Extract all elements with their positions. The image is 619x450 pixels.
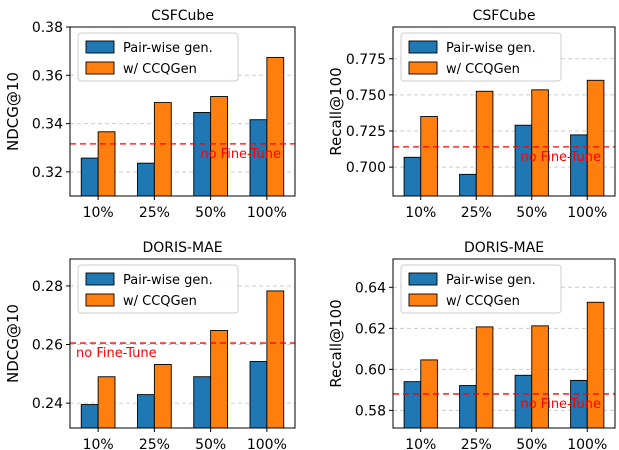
chart-title: DORIS-MAE <box>142 240 222 256</box>
bar-ccqgen-25pct <box>153 102 172 197</box>
x-tick-label: 25% <box>461 205 492 221</box>
legend-box <box>77 32 239 82</box>
reference-line-label: no Fine-Tune <box>76 346 157 361</box>
y-tick-label: 0.60 <box>355 362 386 378</box>
x-tick-label: 10% <box>405 205 436 221</box>
bar-pairwise-10pct <box>80 404 99 429</box>
legend-swatch-pairwise <box>408 40 438 54</box>
legend-label-ccqgen: w/ CCQGen <box>446 62 520 77</box>
bar-pairwise-50pct <box>193 376 212 429</box>
bar-ccqgen-50pct <box>531 325 549 429</box>
chart-panel-4: 10% 25% 50% 100% no Fine-Tune 0.58 0.60 0.62 0.6… <box>327 240 616 450</box>
y-tick-label: 0.725 <box>346 124 386 140</box>
y-tick-label: 0.24 <box>32 396 63 412</box>
chart-title: CSFCube <box>473 8 536 24</box>
legend-swatch-ccqgen <box>408 293 438 307</box>
reference-line-label: no Fine-Tune <box>200 147 281 162</box>
y-tick-label: 0.32 <box>32 165 63 181</box>
chart-panel-1: 10% 25% 50% 100% no Fine-Tune 0.32 0.34 0.36 0.3… <box>4 8 296 221</box>
y-axis-label: NDCG@10 <box>4 72 22 151</box>
plot-frame <box>392 26 616 197</box>
bar-ccqgen-25pct <box>475 326 494 429</box>
bar-ccqgen-10pct <box>97 376 116 429</box>
chart-panel-2: 10% 25% 50% 100% no Fine-Tune 0.700 0.725 0.750… <box>327 8 616 221</box>
bar-ccqgen-25pct <box>475 90 494 197</box>
x-tick-label: 10% <box>83 205 114 221</box>
chart-title: DORIS-MAE <box>464 240 544 256</box>
x-tick-label: 100% <box>567 437 607 450</box>
legend-label-ccqgen: w/ CCQGen <box>446 294 520 309</box>
bar-pairwise-25pct <box>137 394 155 429</box>
legend-swatch-ccqgen <box>408 61 438 75</box>
legend-swatch-pairwise <box>408 272 438 286</box>
bar-ccqgen-10pct <box>420 116 438 197</box>
legend-swatch-ccqgen <box>85 61 115 75</box>
bar-ccqgen-100pct <box>266 290 285 429</box>
y-tick-label: 0.700 <box>346 160 386 176</box>
y-tick-label: 0.58 <box>355 403 386 419</box>
bar-pairwise-25pct <box>459 173 477 197</box>
bar-pairwise-10pct <box>403 381 422 429</box>
legend-label-pairwise: Pair-wise gen. <box>446 41 536 56</box>
y-tick-label: 0.26 <box>32 338 63 354</box>
x-tick-label: 50% <box>195 205 226 221</box>
x-tick-label: 25% <box>139 437 170 450</box>
y-tick-label: 0.64 <box>355 280 386 296</box>
x-tick-label: 50% <box>516 205 547 221</box>
y-tick-label: 0.38 <box>32 20 63 36</box>
bar-ccqgen-10pct <box>97 131 116 197</box>
bar-pairwise-10pct <box>80 157 99 197</box>
x-tick-label: 100% <box>567 205 607 221</box>
bar-ccqgen-50pct <box>531 89 549 197</box>
x-tick-label: 50% <box>516 437 547 450</box>
y-tick-label: 0.34 <box>32 117 63 133</box>
legend-swatch-pairwise <box>85 40 115 54</box>
plot-frame <box>69 258 296 429</box>
x-tick-label: 25% <box>461 437 492 450</box>
x-tick-label: 25% <box>139 205 170 221</box>
bar-pairwise-100pct <box>570 134 588 197</box>
bar-ccqgen-100pct <box>586 79 605 197</box>
y-tick-label: 0.775 <box>346 52 386 68</box>
x-tick-label: 100% <box>247 205 287 221</box>
legend-label-ccqgen: w/ CCQGen <box>123 294 197 309</box>
bar-ccqgen-50pct <box>210 330 228 429</box>
chart-panel-3: 10% 25% 50% 100% no Fine-Tune 0.24 0.26 0.28 DOR… <box>4 240 296 450</box>
plot-frame <box>69 26 296 197</box>
legend-box <box>77 264 239 314</box>
reference-line-label: no Fine-Tune <box>520 150 601 165</box>
x-tick-label: 10% <box>83 437 114 450</box>
legend-box <box>400 264 562 314</box>
y-axis-label: NDCG@10 <box>4 304 22 383</box>
x-tick-label: 10% <box>405 437 436 450</box>
chart-title: CSFCube <box>151 8 214 24</box>
plot-frame <box>392 258 616 429</box>
legend-label-ccqgen: w/ CCQGen <box>123 62 197 77</box>
legend-label-pairwise: Pair-wise gen. <box>446 273 536 288</box>
y-tick-label: 0.62 <box>355 321 386 337</box>
reference-line-label: no Fine-Tune <box>520 397 601 412</box>
y-axis-label: Recall@100 <box>327 299 345 387</box>
bar-pairwise-25pct <box>459 385 477 429</box>
y-tick-label: 0.750 <box>346 88 386 104</box>
bar-pairwise-10pct <box>403 156 422 197</box>
bar-pairwise-100pct <box>249 361 268 429</box>
legend-label-pairwise: Pair-wise gen. <box>123 41 213 56</box>
x-tick-label: 50% <box>195 437 226 450</box>
y-tick-label: 0.28 <box>32 279 63 295</box>
bar-ccqgen-25pct <box>153 363 172 429</box>
bar-ccqgen-100pct <box>266 56 285 197</box>
y-axis-label: Recall@100 <box>327 67 345 155</box>
bar-pairwise-25pct <box>137 162 155 197</box>
legend-box <box>400 32 562 82</box>
legend-label-pairwise: Pair-wise gen. <box>123 273 213 288</box>
legend-swatch-pairwise <box>85 272 115 286</box>
legend-swatch-ccqgen <box>85 293 115 307</box>
y-tick-label: 0.36 <box>32 68 63 84</box>
x-tick-label: 100% <box>247 437 287 450</box>
